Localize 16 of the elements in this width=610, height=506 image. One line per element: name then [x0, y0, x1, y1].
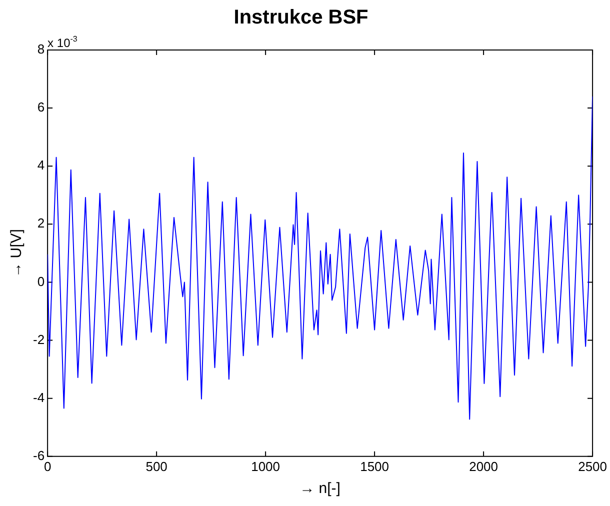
- y-tick-label: 0: [37, 274, 45, 289]
- chart-title: Instrukce BSF: [234, 6, 368, 29]
- y-tick-label: 2: [37, 216, 45, 231]
- x-tick-label: 1000: [251, 458, 280, 474]
- x-axis-title: → n[-]: [300, 480, 340, 498]
- y-tick-label: 6: [37, 100, 45, 115]
- x-tick-label: 2000: [469, 458, 498, 474]
- x-tick-label: 500: [146, 458, 168, 474]
- y-tick-label: 8: [37, 42, 45, 57]
- y-axis-title: → U[V]: [8, 229, 26, 278]
- y-tick-label: 4: [37, 158, 45, 173]
- y-tick-label: -6: [32, 448, 45, 463]
- x-tick-label: 2500: [578, 458, 607, 474]
- x-tick-label: 1500: [360, 458, 390, 474]
- y-tick-label: -2: [32, 332, 45, 347]
- y-tick-label: -4: [32, 390, 45, 405]
